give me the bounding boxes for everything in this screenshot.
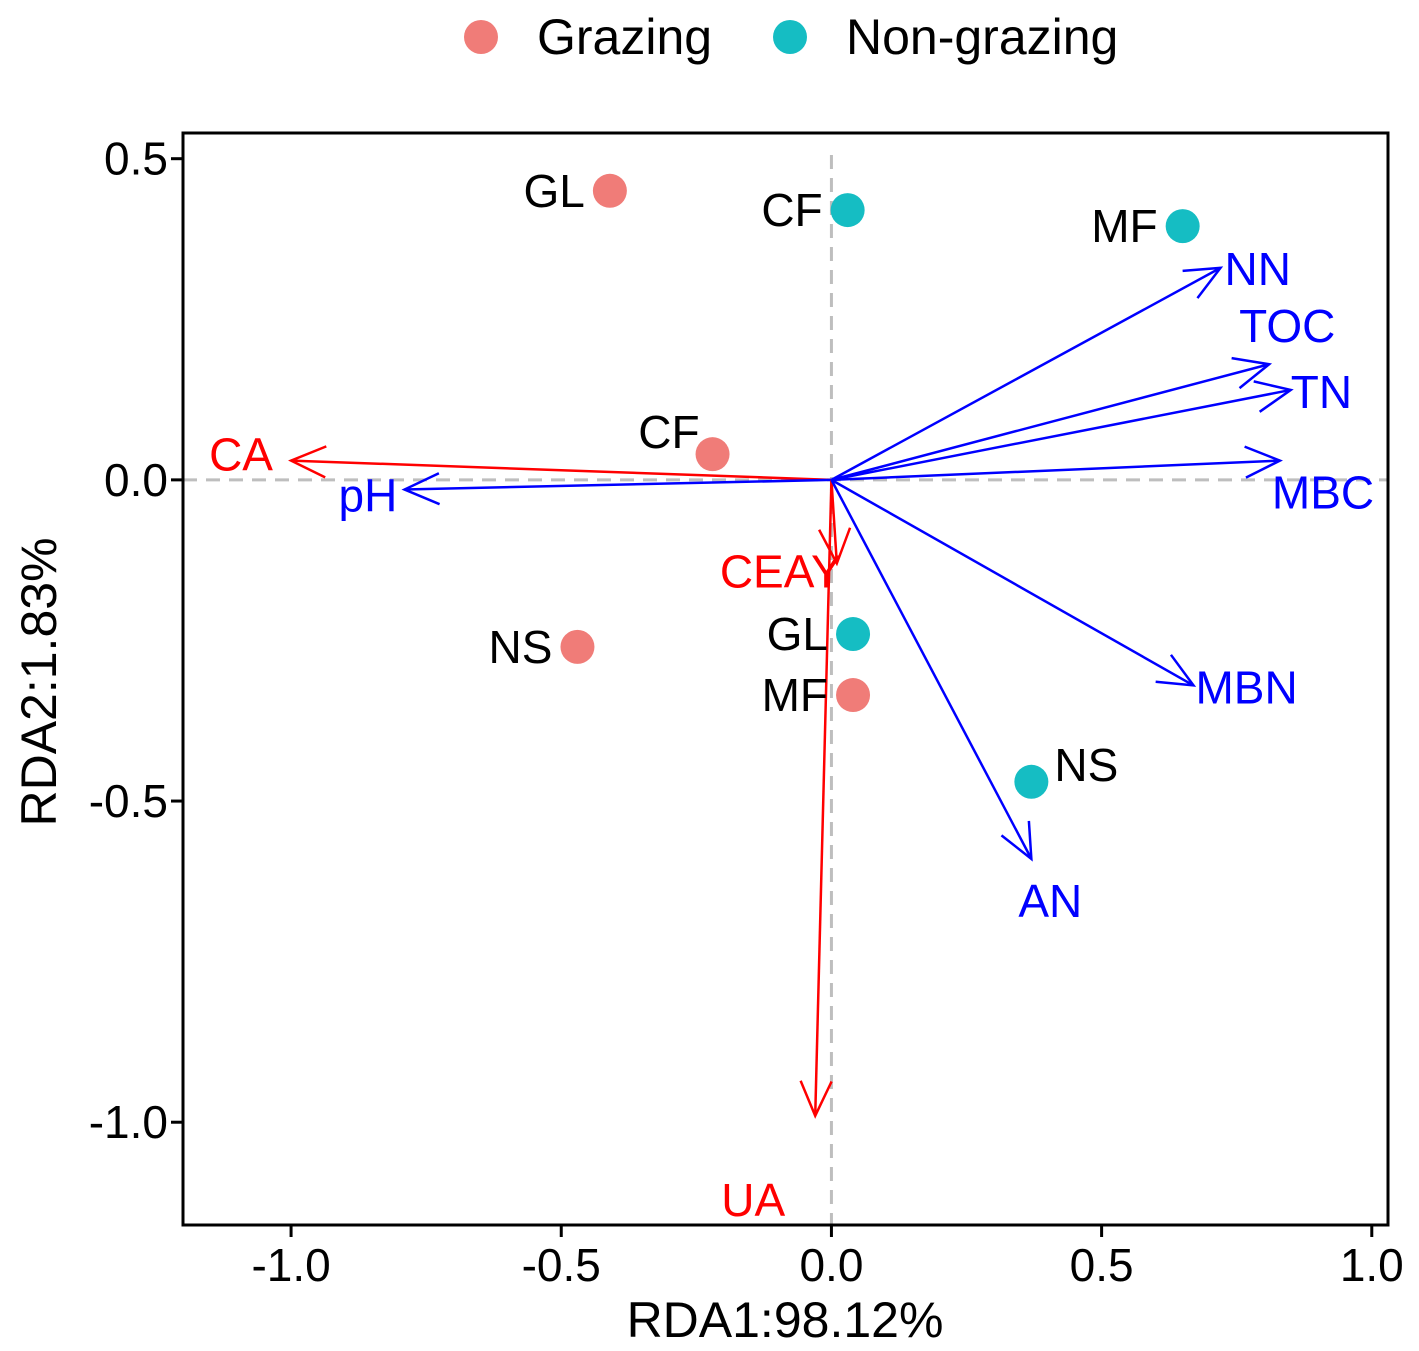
y-tick-label: -1.0 [89, 1096, 168, 1148]
vector-line-mbn [830, 478, 1195, 687]
vector-arrowhead-ca [288, 445, 327, 479]
vector-arrowhead-an [1000, 820, 1033, 862]
point-grazing-mf [836, 678, 871, 713]
point-non-grazing-ns [1014, 764, 1049, 799]
legend-label-non-grazing: Non-grazing [846, 9, 1118, 65]
point-label-grazing-gl: GL [524, 165, 585, 217]
point-non-grazing-cf [830, 193, 865, 228]
point-non-grazing-mf [1165, 209, 1200, 244]
vector-arrowhead-mbc [1244, 445, 1283, 479]
point-label-grazing-mf: MF [762, 669, 828, 721]
vector-line-nn [830, 266, 1222, 481]
vector-label-mbn: MBN [1195, 661, 1297, 713]
legend-marker-non-grazing [773, 20, 807, 54]
vector-label-mbc: MBC [1272, 467, 1374, 519]
x-tick-label: 0.5 [1070, 1239, 1134, 1291]
point-label-grazing-ns: NS [489, 621, 553, 673]
vector-label-an: AN [1018, 875, 1082, 927]
axes: -1.0 -0.5 0.0 0.5 1.0 -1.0 -0.5 0.0 0.5 [89, 133, 1404, 1291]
vector-line-ceay [830, 479, 839, 564]
point-non-grazing-gl [836, 617, 871, 652]
point-label-non-grazing-gl: GL [767, 608, 828, 660]
y-tick-label: 0.0 [104, 454, 168, 506]
x-tick-label: 1.0 [1340, 1239, 1404, 1291]
legend: Grazing Non-grazing [464, 9, 1118, 65]
vector-label-tn: TN [1291, 366, 1352, 418]
y-tick-label: -0.5 [89, 775, 168, 827]
x-tick-label: 0.0 [799, 1239, 863, 1291]
vector-line-ph [404, 478, 832, 491]
vector-line-toc [831, 363, 1270, 482]
point-grazing-ns [560, 629, 595, 664]
vector-label-ca: CA [209, 429, 273, 481]
y-axis-title: RDA2:1.83% [11, 537, 67, 826]
vector-arrowhead-nn [1182, 266, 1224, 299]
plot-frame [181, 131, 1390, 1227]
point-label-non-grazing-ns: NS [1054, 739, 1118, 791]
vector-arrowhead-toc [1231, 356, 1273, 390]
legend-label-grazing: Grazing [537, 9, 712, 65]
vector-label-nn: NN [1224, 243, 1290, 295]
y-tick-label: 0.5 [104, 133, 168, 185]
legend-marker-grazing [464, 20, 498, 54]
vector-label-ua: UA [721, 1174, 785, 1226]
vector-label-ceay: CEAY [720, 545, 842, 597]
point-grazing-gl [592, 173, 627, 208]
x-tick-label: -0.5 [522, 1239, 601, 1291]
vector-label-ph: pH [339, 470, 398, 522]
vector-arrowhead-tn [1253, 380, 1294, 413]
point-label-non-grazing-mf: MF [1091, 200, 1157, 252]
vector-arrowhead-ua [799, 1080, 833, 1119]
vector-line-mbc [831, 459, 1280, 482]
vector-arrowhead-ph [401, 472, 441, 506]
vector-line-tn [831, 388, 1291, 482]
vector-line-an [830, 479, 1033, 860]
vector-line-ca [291, 459, 832, 482]
vector-line-ua [813, 479, 833, 1116]
vector-arrowhead-mbn [1155, 654, 1197, 687]
x-tick-label: -1.0 [251, 1239, 330, 1291]
vector-arrowhead-ceay [818, 527, 852, 567]
point-grazing-cf [695, 437, 730, 472]
vector-label-toc: TOC [1239, 300, 1335, 352]
point-label-non-grazing-cf: CF [761, 184, 822, 236]
plot-marks [288, 173, 1294, 1119]
x-axis-title: RDA1:98.12% [627, 1292, 944, 1348]
point-label-grazing-cf: CF [638, 406, 699, 458]
